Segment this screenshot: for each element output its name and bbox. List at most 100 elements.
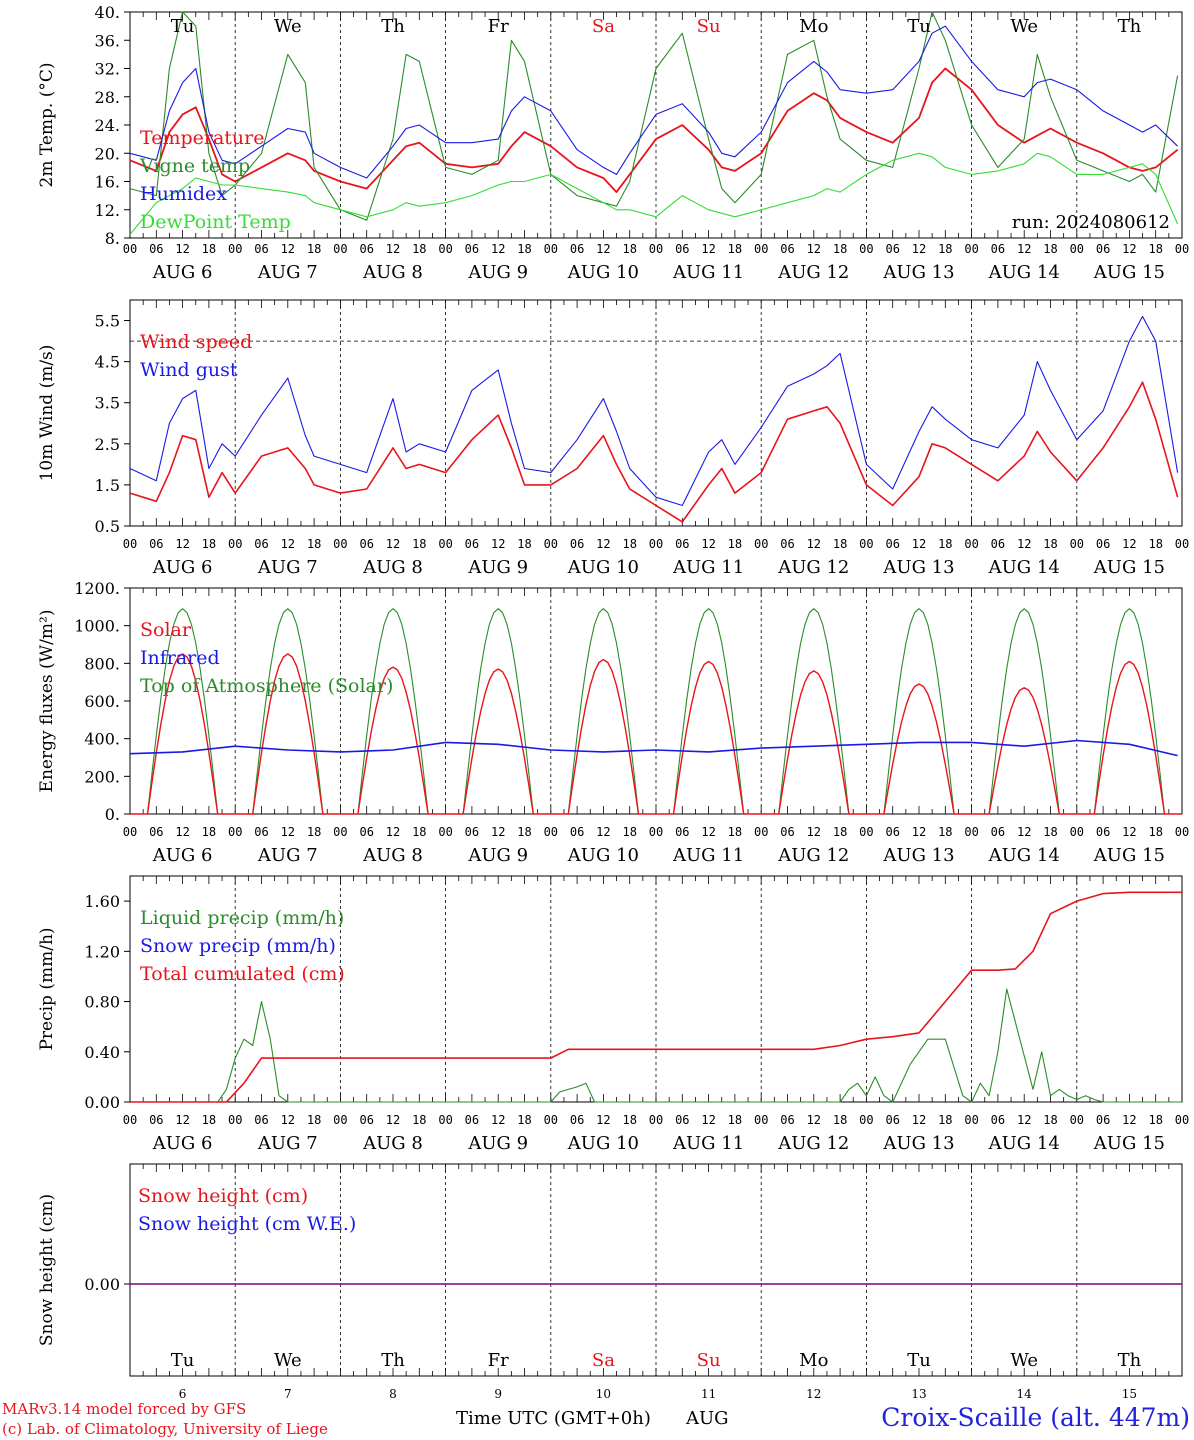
- hour-tick-label: 18: [202, 825, 216, 839]
- hour-tick-label: 00: [1175, 242, 1189, 256]
- hour-tick-label: 18: [938, 825, 952, 839]
- date-label: AUG 8: [362, 262, 423, 283]
- hour-tick-label: 06: [359, 537, 373, 551]
- date-label: AUG 12: [777, 845, 849, 866]
- hour-tick-label: 06: [149, 825, 163, 839]
- date-label: AUG 6: [152, 557, 213, 578]
- y-tick-label: 0.40: [84, 1043, 120, 1062]
- day-number: 8: [389, 1387, 397, 1401]
- y-tick-label: 40.: [95, 3, 120, 22]
- date-label: AUG 13: [882, 262, 954, 283]
- hour-tick-label: 18: [833, 825, 847, 839]
- series-line-humidex: [129, 25, 1178, 179]
- hour-tick-label: 06: [570, 537, 584, 551]
- date-label: AUG 12: [777, 262, 849, 283]
- hour-tick-label: 12: [1017, 1113, 1031, 1127]
- hour-tick-label: 00: [123, 537, 137, 551]
- date-label: AUG 9: [467, 262, 528, 283]
- hour-tick-label: 00: [544, 825, 558, 839]
- day-name: Fr: [488, 1350, 509, 1371]
- day-name: Th: [381, 16, 405, 37]
- day-number: 9: [494, 1387, 502, 1401]
- hour-tick-label: 18: [1148, 825, 1162, 839]
- hour-tick-label: 12: [175, 537, 189, 551]
- hour-tick-label: 12: [491, 825, 505, 839]
- series-line-dewpoint-temp: [129, 152, 1179, 235]
- hour-tick-label: 00: [649, 242, 663, 256]
- hour-tick-label: 18: [517, 537, 531, 551]
- hour-tick-label: 06: [570, 825, 584, 839]
- hour-tick-label: 00: [754, 537, 768, 551]
- hour-tick-label: 00: [123, 242, 137, 256]
- hour-tick-label: 12: [281, 825, 295, 839]
- day-number: 14: [1017, 1387, 1033, 1401]
- hour-tick-label: 18: [307, 825, 321, 839]
- hour-tick-label: 12: [912, 825, 926, 839]
- hour-tick-label: 12: [491, 1113, 505, 1127]
- hour-tick-label: 00: [859, 242, 873, 256]
- legend-entry: Total cumulated (cm): [140, 963, 345, 985]
- hour-tick-label: 12: [807, 242, 821, 256]
- legend-entry: Solar: [140, 619, 192, 641]
- series-line-solar: [130, 653, 1182, 815]
- y-tick-label: 1.5: [95, 476, 120, 495]
- hour-tick-label: 18: [412, 825, 426, 839]
- y-tick-label: 0.80: [84, 993, 120, 1012]
- hour-tick-label: 18: [938, 1113, 952, 1127]
- y-axis-label: 2m Temp. (°C): [37, 62, 57, 187]
- y-tick-label: 800.: [84, 654, 120, 673]
- date-label: AUG 13: [882, 557, 954, 578]
- panel-snow: 0.00 Snow height (cm) Snow height (cm) Snow…: [37, 1163, 1183, 1401]
- date-label: AUG 9: [467, 845, 528, 866]
- y-tick-label: 12.: [95, 201, 120, 220]
- legend-entry: Snow height (cm): [138, 1185, 308, 1207]
- date-label: AUG 10: [567, 262, 639, 283]
- hour-tick-label: 00: [123, 1113, 137, 1127]
- y-tick-label: 0.5: [95, 517, 120, 536]
- series-line-liquid-precip: [130, 988, 1182, 1103]
- hour-tick-label: 00: [1070, 242, 1084, 256]
- hour-tick-label: 00: [859, 825, 873, 839]
- hour-tick-label: 18: [307, 1113, 321, 1127]
- date-label: AUG 11: [672, 845, 744, 866]
- series-line-temperature: [129, 67, 1179, 194]
- legend-entry: Snow height (cm W.E.): [138, 1213, 356, 1235]
- hour-tick-label: 00: [438, 825, 452, 839]
- hour-tick-label: 00: [438, 242, 452, 256]
- hour-tick-label: 18: [728, 537, 742, 551]
- hour-tick-label: 12: [1017, 825, 1031, 839]
- y-tick-label: 200.: [84, 767, 120, 786]
- hour-tick-label: 12: [912, 242, 926, 256]
- date-label: AUG 14: [988, 557, 1060, 578]
- date-label: AUG 6: [152, 262, 213, 283]
- legend-entry: Wind gust: [140, 359, 238, 381]
- hour-tick-label: 18: [833, 242, 847, 256]
- legend-entry: Temperature: [140, 127, 264, 149]
- legend-entry: Snow precip (mm/h): [140, 935, 336, 957]
- hour-tick-label: 18: [622, 825, 636, 839]
- day-name: We: [274, 16, 302, 37]
- hour-tick-label: 12: [807, 825, 821, 839]
- hour-tick-label: 00: [754, 825, 768, 839]
- hour-tick-label: 00: [544, 537, 558, 551]
- day-name: We: [274, 1350, 302, 1371]
- y-tick-label: 1000.: [74, 617, 120, 636]
- hour-tick-label: 12: [386, 1113, 400, 1127]
- date-label: AUG 14: [988, 262, 1060, 283]
- date-label: AUG 9: [467, 1133, 528, 1154]
- hour-tick-label: 18: [728, 1113, 742, 1127]
- hour-tick-label: 00: [1175, 537, 1189, 551]
- hour-tick-label: 00: [1175, 1113, 1189, 1127]
- hour-tick-label: 06: [675, 825, 689, 839]
- hour-tick-label: 18: [728, 242, 742, 256]
- hour-tick-label: 06: [465, 1113, 479, 1127]
- legend-entry: Liquid precip (mm/h): [140, 907, 344, 929]
- hour-tick-label: 18: [1148, 537, 1162, 551]
- hour-tick-label: 06: [465, 825, 479, 839]
- hour-tick-label: 06: [675, 242, 689, 256]
- copyright-credit: (c) Lab. of Climatology, University of L…: [2, 1420, 328, 1438]
- day-name: Mo: [799, 1350, 828, 1371]
- hour-tick-label: 18: [517, 825, 531, 839]
- hour-tick-label: 00: [964, 1113, 978, 1127]
